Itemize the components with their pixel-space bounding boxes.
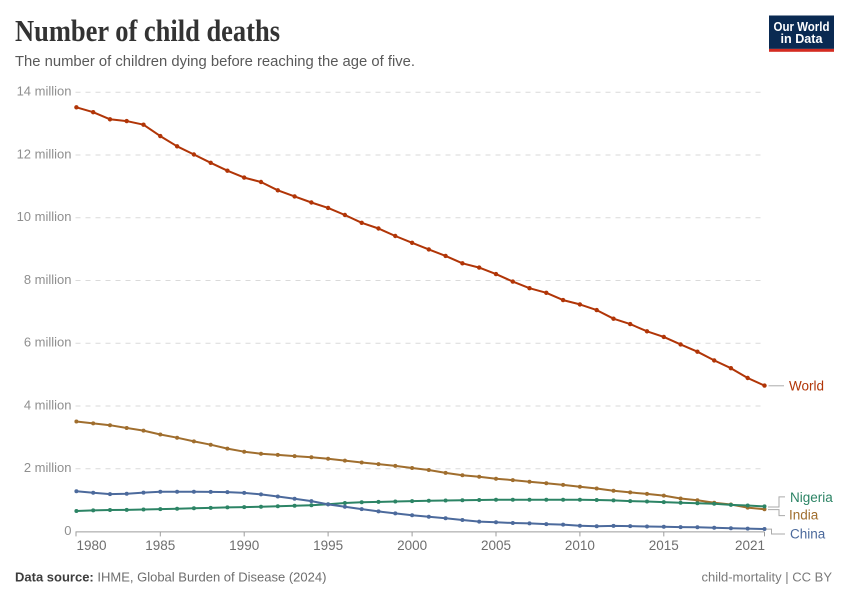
svg-text:8 million: 8 million	[24, 272, 72, 287]
svg-text:2000: 2000	[397, 538, 427, 553]
svg-text:1985: 1985	[145, 538, 175, 553]
svg-text:China: China	[790, 527, 826, 542]
svg-text:2021: 2021	[735, 538, 765, 553]
svg-text:6 million: 6 million	[24, 335, 72, 350]
svg-text:10 million: 10 million	[17, 209, 72, 224]
svg-text:1990: 1990	[229, 538, 259, 553]
svg-text:in Data: in Data	[781, 32, 824, 46]
svg-text:2005: 2005	[481, 538, 511, 553]
svg-text:Nigeria: Nigeria	[790, 490, 833, 505]
svg-text:4 million: 4 million	[24, 397, 72, 412]
svg-text:Data source: IHME, Global Burd: Data source: IHME, Global Burden of Dise…	[15, 570, 326, 585]
svg-text:India: India	[789, 507, 819, 522]
svg-text:1995: 1995	[313, 538, 343, 553]
svg-text:World: World	[789, 378, 824, 393]
svg-text:child-mortality | CC BY: child-mortality | CC BY	[701, 570, 832, 585]
svg-text:14 million: 14 million	[17, 84, 72, 99]
svg-text:2015: 2015	[649, 538, 679, 553]
svg-text:1980: 1980	[77, 538, 107, 553]
svg-text:Number of child deaths: Number of child deaths	[15, 13, 280, 48]
svg-text:12 million: 12 million	[17, 146, 72, 161]
svg-text:2 million: 2 million	[24, 460, 72, 475]
svg-text:0: 0	[64, 523, 71, 538]
svg-text:The number of children dying b: The number of children dying before reac…	[15, 54, 415, 70]
svg-text:Our World: Our World	[774, 20, 830, 34]
svg-text:2010: 2010	[565, 538, 595, 553]
